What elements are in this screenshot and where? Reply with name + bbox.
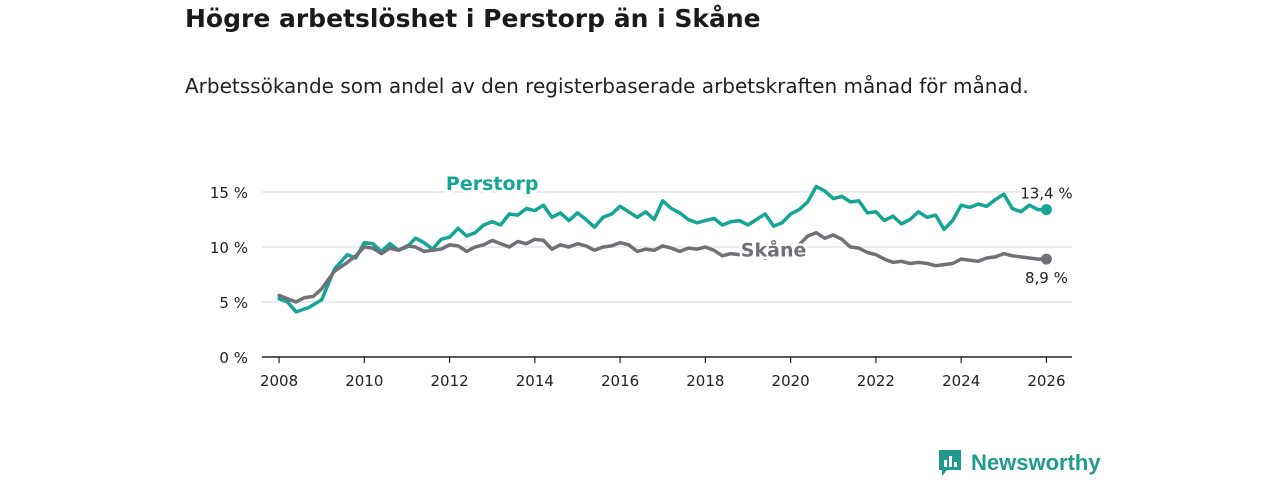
series-label-skane: Skåne: [741, 238, 807, 262]
x-tick-label-2012: 2012: [430, 372, 468, 390]
chart-title: Högre arbetslöshet i Perstorp än i Skåne: [185, 4, 761, 33]
series-labels: Perstorp Skåne 13,4 % 8,9 %: [443, 171, 1074, 290]
brand-name: Newsworthy: [971, 450, 1101, 475]
x-tick-label-2020: 2020: [772, 372, 810, 390]
y-tick-label-15: 15 %: [210, 184, 248, 202]
x-tick-label-2022: 2022: [857, 372, 895, 390]
end-label-skane: 8,9 %: [1025, 269, 1068, 287]
newsworthy-icon: [939, 450, 961, 476]
series-label-perstorp: Perstorp: [446, 173, 539, 195]
x-tick-label-2026: 2026: [1027, 372, 1065, 390]
x-tick-label-2018: 2018: [686, 372, 724, 390]
x-tick-label-2008: 2008: [260, 372, 298, 390]
x-tick-label-2014: 2014: [516, 372, 554, 390]
x-tick-label-2024: 2024: [942, 372, 980, 390]
y-tick-label-10: 10 %: [210, 239, 248, 257]
chart-subtitle: Arbetssökande som andel av den registerb…: [185, 74, 1029, 98]
end-label-perstorp: 13,4 %: [1020, 185, 1072, 203]
y-tick-label-0: 0 %: [219, 349, 248, 367]
x-tick-label-2016: 2016: [601, 372, 639, 390]
newsworthy-logo: Newsworthy: [937, 448, 1101, 478]
series-end-point-perstorp: [1040, 204, 1052, 216]
series-end-point-skane: [1040, 253, 1052, 265]
y-axis-ticks: 0 % 5 % 10 % 15 %: [210, 184, 248, 367]
series-lines: [277, 184, 1052, 314]
series-line-skane: [277, 230, 1049, 304]
series-line-perstorp: [277, 184, 1049, 314]
line-chart: 0 %5 %10 %15 % 2008 2010 2012 2014 2016 2018 2…: [209, 171, 1074, 390]
y-tick-label-5: 5 %: [219, 294, 248, 312]
x-tick-label-2010: 2010: [345, 372, 383, 390]
x-axis: 2008 2010 2012 2014 2016 2018 2020 2022 2024 2026: [260, 356, 1072, 390]
